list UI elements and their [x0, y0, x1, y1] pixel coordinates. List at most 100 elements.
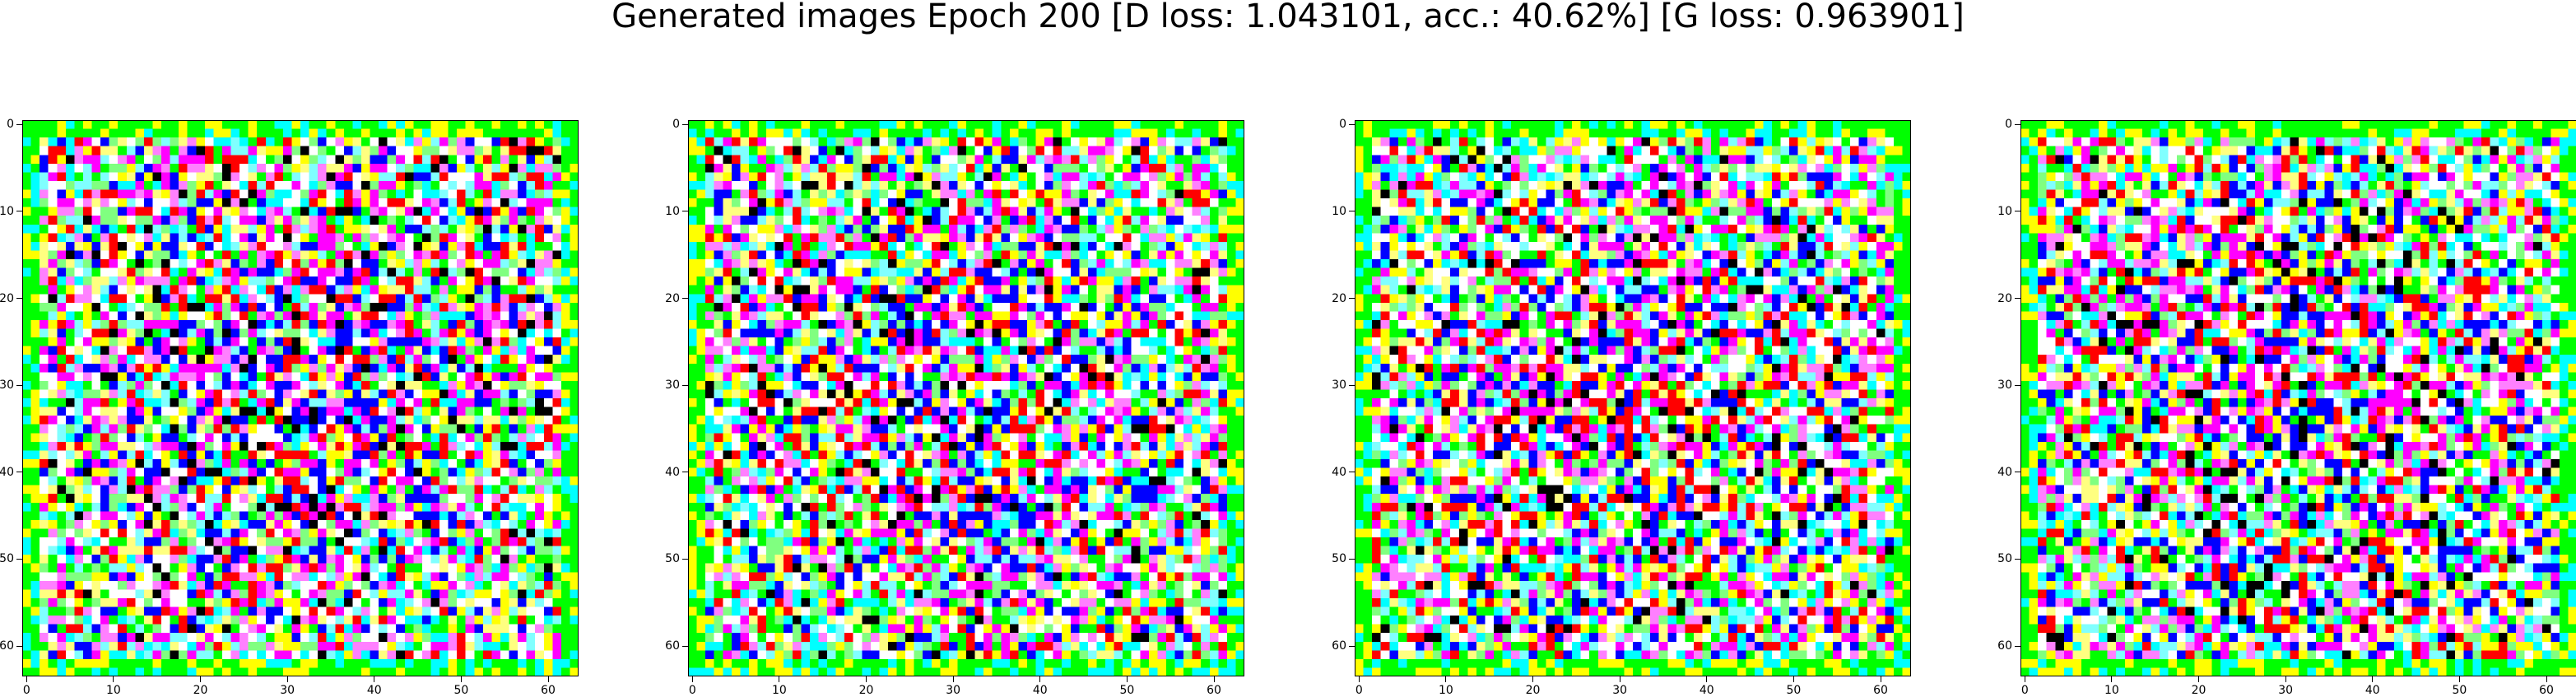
- y-tick-label: 60: [1332, 639, 1346, 653]
- y-tick-label: 0: [672, 118, 680, 132]
- x-tick-label: 20: [193, 684, 208, 697]
- y-tick-label: 0: [2005, 118, 2012, 132]
- y-tick: [16, 384, 22, 386]
- x-tick: [2546, 676, 2547, 682]
- y-tick-label: 50: [1997, 552, 2012, 566]
- x-tick: [2372, 676, 2374, 682]
- figure-title: Generated images Epoch 200 [D loss: 1.04…: [611, 0, 1965, 35]
- y-tick-label: 30: [0, 379, 14, 393]
- x-tick: [460, 676, 462, 682]
- image-panel-2: [688, 120, 1244, 676]
- generated-image-2: [688, 120, 1244, 676]
- x-tick-label: 50: [1786, 684, 1802, 697]
- y-tick: [1349, 645, 1355, 647]
- y-tick-label: 50: [0, 552, 14, 566]
- y-tick: [682, 645, 688, 647]
- y-tick-label: 30: [1332, 379, 1346, 393]
- x-tick-label: 20: [1525, 684, 1541, 697]
- x-tick-label: 0: [22, 684, 30, 697]
- y-tick-label: 10: [0, 204, 14, 218]
- x-tick-label: 40: [366, 684, 382, 697]
- x-tick-label: 40: [1032, 684, 1048, 697]
- x-tick-label: 30: [2278, 684, 2294, 697]
- x-tick: [286, 676, 288, 682]
- x-tick: [2111, 676, 2113, 682]
- x-tick-label: 20: [2191, 684, 2206, 697]
- y-tick-label: 60: [0, 639, 14, 653]
- x-tick: [113, 676, 114, 682]
- y-tick-label: 40: [1997, 465, 2012, 479]
- y-tick: [1349, 558, 1355, 560]
- x-tick-label: 0: [1355, 684, 1363, 697]
- y-tick-label: 40: [665, 465, 680, 479]
- image-panel-3: [1355, 120, 1911, 676]
- generated-image-4: [2020, 120, 2576, 676]
- x-tick-label: 10: [1438, 684, 1453, 697]
- x-tick-label: 40: [2364, 684, 2380, 697]
- y-tick-label: 50: [665, 552, 680, 566]
- y-tick-label: 20: [1332, 291, 1346, 305]
- x-tick-label: 60: [1873, 684, 1888, 697]
- x-tick: [952, 676, 954, 682]
- y-tick: [16, 645, 22, 647]
- x-tick: [691, 676, 693, 682]
- y-tick-label: 10: [1332, 204, 1346, 218]
- y-tick: [2015, 384, 2020, 386]
- x-tick: [2285, 676, 2286, 682]
- y-tick: [16, 123, 22, 125]
- x-tick-label: 50: [1119, 684, 1135, 697]
- y-tick: [16, 558, 22, 560]
- x-tick-label: 30: [946, 684, 961, 697]
- y-tick-label: 10: [1997, 204, 2012, 218]
- x-tick-label: 10: [771, 684, 787, 697]
- x-tick-label: 50: [2452, 684, 2467, 697]
- y-tick-label: 0: [7, 118, 14, 132]
- y-tick-label: 40: [1332, 465, 1346, 479]
- y-tick: [682, 123, 688, 125]
- generated-image-3: [1355, 120, 1911, 676]
- x-tick-label: 60: [2539, 684, 2554, 697]
- x-tick-label: 10: [2104, 684, 2119, 697]
- y-tick-label: 20: [665, 291, 680, 305]
- y-tick-label: 60: [1997, 639, 2012, 653]
- x-tick-label: 20: [858, 684, 874, 697]
- y-tick-label: 60: [665, 639, 680, 653]
- x-tick-label: 0: [2020, 684, 2029, 697]
- y-tick-label: 20: [1997, 291, 2012, 305]
- image-panel-1: [22, 120, 579, 676]
- y-tick: [682, 298, 688, 300]
- x-tick-label: 30: [280, 684, 295, 697]
- y-tick: [1349, 123, 1355, 125]
- y-tick: [2015, 558, 2020, 560]
- x-tick: [1445, 676, 1447, 682]
- x-tick: [1532, 676, 1534, 682]
- x-tick: [547, 676, 549, 682]
- image-panel-4: [2020, 120, 2576, 676]
- y-tick: [1349, 298, 1355, 300]
- x-tick: [866, 676, 867, 682]
- y-tick: [2015, 645, 2020, 647]
- y-tick-label: 30: [1997, 379, 2012, 393]
- x-tick-label: 50: [453, 684, 469, 697]
- x-tick-label: 60: [1207, 684, 1221, 697]
- x-tick: [1213, 676, 1215, 682]
- y-tick-label: 10: [665, 204, 680, 218]
- x-tick: [1706, 676, 1708, 682]
- x-tick-label: 30: [1612, 684, 1628, 697]
- x-tick: [200, 676, 202, 682]
- x-tick: [1358, 676, 1360, 682]
- x-tick: [1126, 676, 1128, 682]
- x-tick-label: 40: [1699, 684, 1714, 697]
- x-tick-label: 60: [541, 684, 556, 697]
- y-tick-label: 40: [0, 465, 14, 479]
- x-tick-label: 10: [105, 684, 121, 697]
- x-tick: [2198, 676, 2200, 682]
- y-tick: [2015, 123, 2020, 125]
- y-tick: [682, 384, 688, 386]
- y-tick-label: 50: [1332, 552, 1346, 566]
- y-tick-label: 20: [0, 291, 14, 305]
- x-tick: [1793, 676, 1794, 682]
- x-tick: [2458, 676, 2460, 682]
- y-tick: [2015, 298, 2020, 300]
- y-tick-label: 0: [1339, 118, 1346, 132]
